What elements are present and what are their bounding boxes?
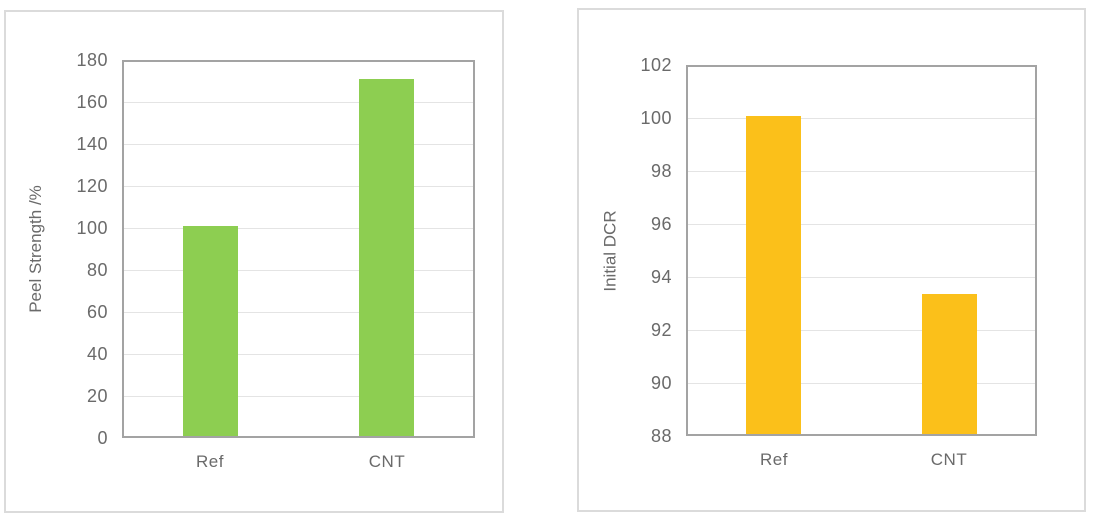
gridline xyxy=(124,354,473,355)
gridline xyxy=(124,270,473,271)
y-tick-label: 92 xyxy=(650,320,672,340)
bar-cnt xyxy=(922,294,977,434)
y-tick-label: 88 xyxy=(650,426,672,446)
x-tick-label: Ref xyxy=(760,450,788,469)
x-tick-label: Ref xyxy=(196,452,224,471)
gridline xyxy=(688,171,1035,172)
gridline xyxy=(688,277,1035,278)
gridline xyxy=(124,144,473,145)
peel-strength-chart-panel: Peel Strength /% 0 20 40 60 80 100 120 140 160 18… xyxy=(4,10,504,513)
y-tick-label: 98 xyxy=(650,161,672,181)
gridline xyxy=(124,312,473,313)
y-tick-label: 0 xyxy=(97,428,108,448)
y-tick-label: 140 xyxy=(76,134,108,154)
y-axis-title: Peel Strength /% xyxy=(26,185,45,313)
initial-dcr-chart-panel: Initial DCR 88 90 92 94 96 98 100 102 Ref CNT xyxy=(577,8,1086,512)
plot-area xyxy=(686,65,1037,436)
gridline xyxy=(688,118,1035,119)
gridline xyxy=(124,396,473,397)
y-tick-label: 60 xyxy=(86,302,108,322)
y-tick-label: 120 xyxy=(76,176,108,196)
y-tick-label: 102 xyxy=(640,55,672,75)
y-tick-label: 20 xyxy=(86,386,108,406)
gridline xyxy=(124,186,473,187)
x-tick-label: CNT xyxy=(368,452,406,471)
gridline xyxy=(688,330,1035,331)
y-tick-label: 180 xyxy=(76,50,108,70)
plot-area xyxy=(122,60,475,438)
y-tick-label: 40 xyxy=(86,344,108,364)
bar-ref xyxy=(746,116,801,434)
y-tick-label: 90 xyxy=(650,373,672,393)
y-tick-label: 100 xyxy=(640,108,672,128)
y-tick-label: 160 xyxy=(76,92,108,112)
gridline xyxy=(688,383,1035,384)
gridline xyxy=(124,228,473,229)
bar-cnt xyxy=(359,79,414,436)
y-tick-label: 94 xyxy=(650,267,672,287)
gridline xyxy=(688,224,1035,225)
bar-ref xyxy=(183,226,238,436)
y-tick-label: 80 xyxy=(86,260,108,280)
x-tick-label: CNT xyxy=(930,450,968,469)
y-tick-label: 100 xyxy=(76,218,108,238)
y-tick-label: 96 xyxy=(650,214,672,234)
gridline xyxy=(124,102,473,103)
